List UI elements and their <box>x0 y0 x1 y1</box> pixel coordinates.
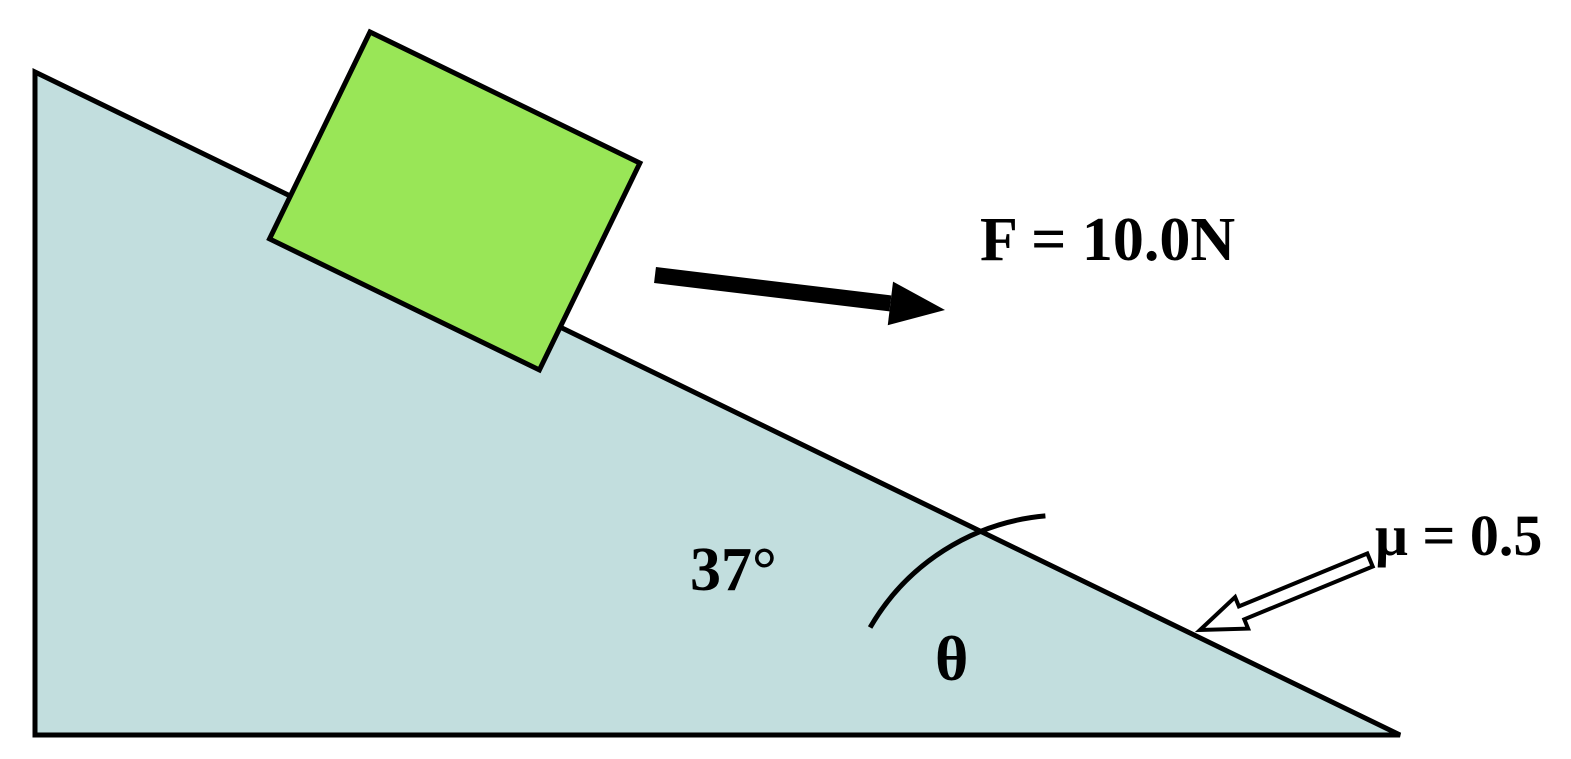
mu-label: μ = 0.5 <box>1375 503 1542 568</box>
angle-degree-label: 37° <box>690 536 777 604</box>
theta-label: θ <box>935 623 968 694</box>
force-label: F = 10.0N <box>980 206 1235 274</box>
